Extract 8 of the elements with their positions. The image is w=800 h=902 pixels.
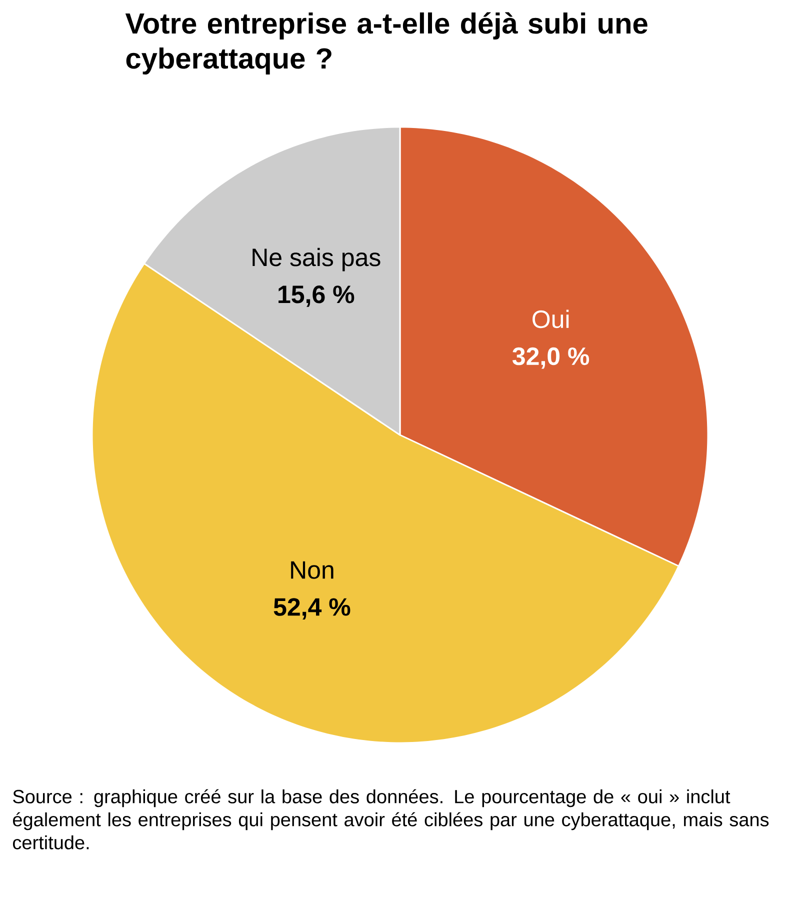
data-label: 52,4 % bbox=[274, 598, 350, 620]
slice-label: Ne sais pas bbox=[252, 248, 380, 272]
slice-label: Oui bbox=[532, 310, 569, 328]
data-label: 15,6 % bbox=[278, 286, 354, 307]
source-note: Source : graphique créé sur la base des données. Le pourcentage de « oui » inclut également les entreprises qui pensent avoir été ciblées par une cyberattaque, mais sans certitude. bbox=[13, 789, 769, 850]
chart-title: Votre entreprise a-t-elle déjà subi une cyberattaque ? bbox=[125, 12, 648, 74]
data-label: 32,0 % bbox=[512, 347, 590, 369]
slice-label: Non bbox=[291, 561, 334, 579]
